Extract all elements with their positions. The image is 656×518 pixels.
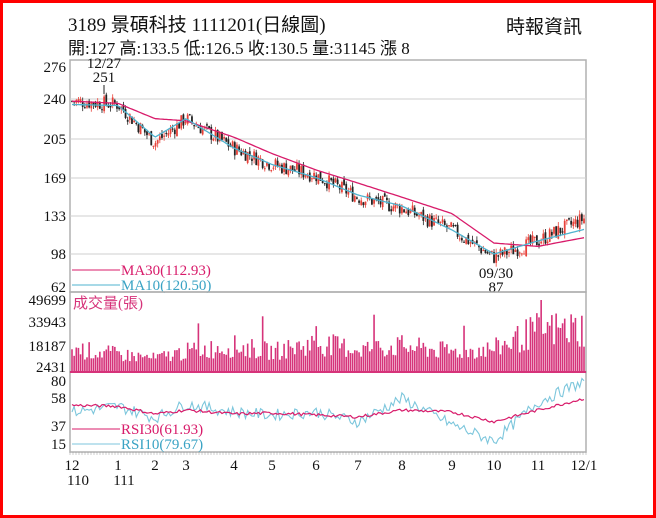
svg-text:10: 10 bbox=[487, 458, 502, 474]
high-value-annotation: 251 bbox=[93, 70, 116, 86]
svg-text:12: 12 bbox=[65, 458, 80, 474]
volume-title: 成交量(張) bbox=[73, 294, 143, 312]
price-panel bbox=[69, 59, 587, 293]
svg-text:240: 240 bbox=[44, 92, 67, 108]
price-grid bbox=[70, 98, 586, 255]
svg-text:33943: 33943 bbox=[29, 315, 67, 331]
chart-title: 3189 景碩科技 1111201(日線圖) bbox=[68, 15, 326, 36]
svg-text:6: 6 bbox=[312, 458, 320, 474]
svg-text:205: 205 bbox=[44, 132, 67, 148]
svg-text:111: 111 bbox=[113, 473, 134, 489]
ma30-legend: MA30(112.93) bbox=[121, 263, 211, 279]
svg-text:5: 5 bbox=[268, 458, 276, 474]
svg-text:7: 7 bbox=[354, 458, 362, 474]
price-y-axis: 276 240 205 169 133 98 62 bbox=[44, 60, 67, 296]
rsi30-line bbox=[71, 398, 585, 424]
low-value-annotation: 87 bbox=[489, 280, 505, 296]
svg-text:8: 8 bbox=[398, 458, 406, 474]
low-date-annotation: 09/30 bbox=[479, 266, 513, 282]
source-label: 時報資訊 bbox=[506, 17, 583, 38]
svg-text:3: 3 bbox=[182, 458, 190, 474]
rsi30-legend: RSI30(61.93) bbox=[121, 422, 203, 438]
ohlc-summary: 開:127 高:133.5 低:126.5 收:130.5 量:31145 漲 … bbox=[68, 39, 410, 58]
candlesticks bbox=[71, 92, 585, 267]
svg-text:18187: 18187 bbox=[29, 339, 67, 355]
svg-text:80: 80 bbox=[51, 374, 66, 390]
svg-text:58: 58 bbox=[51, 391, 66, 407]
ma10-legend: MA10(120.50) bbox=[121, 278, 211, 294]
svg-text:1: 1 bbox=[114, 458, 122, 474]
high-date-annotation: 12/27 bbox=[87, 56, 122, 72]
svg-text:2: 2 bbox=[151, 458, 159, 474]
svg-text:49699: 49699 bbox=[29, 293, 67, 309]
svg-text:9: 9 bbox=[448, 458, 456, 474]
volume-y-axis: 49699 33943 18187 2431 bbox=[29, 293, 67, 376]
ma30-line bbox=[71, 100, 585, 247]
svg-text:2431: 2431 bbox=[36, 360, 66, 376]
svg-text:37: 37 bbox=[51, 419, 67, 435]
rsi10-line bbox=[71, 377, 585, 446]
svg-text:4: 4 bbox=[230, 458, 238, 474]
svg-text:11: 11 bbox=[531, 458, 545, 474]
svg-text:110: 110 bbox=[67, 473, 89, 489]
rsi10-legend: RSI10(79.67) bbox=[121, 437, 203, 453]
svg-text:12/1: 12/1 bbox=[571, 458, 598, 474]
ma10-line bbox=[72, 103, 585, 255]
volume-bars bbox=[71, 300, 585, 371]
svg-text:276: 276 bbox=[44, 60, 67, 76]
svg-text:15: 15 bbox=[51, 437, 66, 453]
svg-text:62: 62 bbox=[51, 280, 66, 296]
svg-text:169: 169 bbox=[44, 171, 67, 187]
svg-text:133: 133 bbox=[44, 209, 67, 225]
svg-text:98: 98 bbox=[51, 247, 66, 263]
